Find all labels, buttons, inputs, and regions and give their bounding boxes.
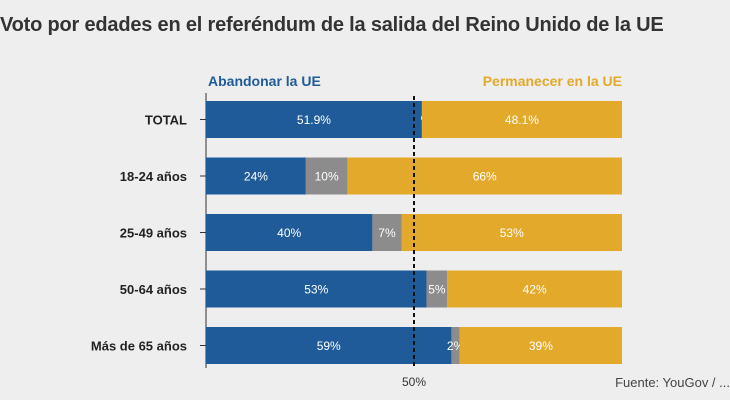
legend-leave: Abandonar la UE xyxy=(208,73,321,89)
data-label: 40% xyxy=(277,226,301,240)
bar-segment xyxy=(206,157,306,195)
data-label: 66% xyxy=(473,170,497,184)
data-label: 5% xyxy=(428,283,446,297)
bar-segment xyxy=(206,270,427,308)
reference-line-label: 50% xyxy=(402,375,426,389)
bar-segment xyxy=(305,157,348,195)
bar-segment xyxy=(459,327,622,364)
bar-segment xyxy=(372,214,402,251)
bar-segment xyxy=(206,101,422,138)
category-label: 50-64 años xyxy=(120,282,187,297)
data-label: 42% xyxy=(523,283,547,297)
category-label: 18-24 años xyxy=(120,169,187,184)
chart-title: Voto por edades en el referéndum de la s… xyxy=(0,14,664,36)
data-label: 48.1% xyxy=(505,113,539,127)
data-label: 39% xyxy=(529,339,553,353)
bar-segment xyxy=(206,327,452,364)
data-label: 24% xyxy=(244,170,268,184)
bar-segment xyxy=(426,270,448,308)
data-label: 10% xyxy=(315,170,339,184)
data-label: 7% xyxy=(378,226,396,240)
category-label: 25-49 años xyxy=(120,226,187,241)
category-label: TOTAL xyxy=(145,113,187,128)
bar-segment xyxy=(451,327,460,364)
data-label: 53% xyxy=(304,283,328,297)
bar-segment xyxy=(421,101,622,138)
category-label: Más de 65 años xyxy=(91,339,187,354)
data-label: 53% xyxy=(500,226,524,240)
bar-segment xyxy=(347,157,622,195)
bar-segment xyxy=(401,214,622,251)
data-label: 51.9% xyxy=(297,113,331,127)
legend-remain: Permanecer en la UE xyxy=(483,73,622,89)
data-label: 59% xyxy=(317,339,341,353)
bar-segment xyxy=(447,270,622,308)
bar-segment xyxy=(206,214,373,251)
source-note: Fuente: YouGov / ... xyxy=(615,375,730,390)
